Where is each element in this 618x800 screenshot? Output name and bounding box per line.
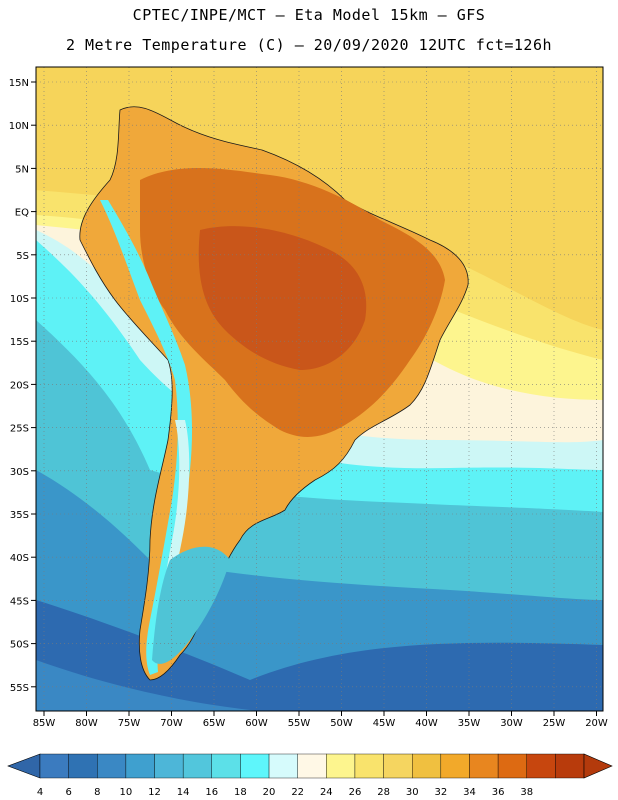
colorbar-tick-label: 6 <box>65 787 71 798</box>
lon-tick-label: 80W <box>75 718 98 729</box>
lon-tick-label: 35W <box>458 718 481 729</box>
colorbar-tick-label: 20 <box>263 787 276 798</box>
colorbar-tick-label: 26 <box>349 787 362 798</box>
colorbar-swatch <box>354 753 384 779</box>
lon-tick-label: 75W <box>118 718 141 729</box>
lat-tick-label: 5S <box>16 251 29 262</box>
lat-tick-label: 5N <box>15 164 29 175</box>
lat-tick-label: 30S <box>10 467 29 478</box>
plot-frame <box>35 66 604 712</box>
colorbar-swatch <box>297 753 327 779</box>
colorbar-tick-label: 24 <box>320 787 333 798</box>
lon-tick-label: 85W <box>33 718 56 729</box>
lon-tick-label: 25W <box>543 718 566 729</box>
colorbar-swatch <box>97 753 127 779</box>
lat-tick-label: 40S <box>10 553 29 564</box>
colorbar-swatch <box>526 753 556 779</box>
map-title-line-1: CPTEC/INPE/MCT – Eta Model 15km – GFS <box>132 6 486 24</box>
lat-tick-label: 45S <box>10 596 29 607</box>
lat-tick-label: 10N <box>9 121 29 132</box>
lat-tick-label: 35S <box>10 510 29 521</box>
colorbar-tick-label: 36 <box>492 787 505 798</box>
lon-tick-label: 55W <box>288 718 311 729</box>
colorbar-tick-label: 16 <box>205 787 218 798</box>
map-title-line-2: 2 Metre Temperature (C) – 20/09/2020 12U… <box>65 36 553 54</box>
colorbar-swatch <box>469 753 499 779</box>
colorbar-swatch <box>154 753 184 779</box>
lon-tick-label: 40W <box>415 718 438 729</box>
colorbar: 4 6 8 10 12 14 16 18 20 22 24 26 28 30 32 34 36 38 <box>7 753 613 798</box>
colorbar-swatch <box>497 753 527 779</box>
colorbar-swatch <box>125 753 155 779</box>
lon-tick-label: 60W <box>245 718 268 729</box>
lon-tick-label: 65W <box>203 718 226 729</box>
lon-tick-label: 45W <box>373 718 396 729</box>
colorbar-swatch <box>211 753 241 779</box>
latitude-labels: 15N 10N 5N EQ 5S 10S 15S 20S 25S 30S 35S 40S 45S 50S 5… <box>9 78 36 694</box>
colorbar-swatch <box>39 753 69 779</box>
lon-tick-label: 30W <box>500 718 523 729</box>
lat-tick-label: 15N <box>9 78 29 89</box>
colorbar-swatch <box>68 753 98 779</box>
colorbar-tick-label: 18 <box>234 787 247 798</box>
longitude-labels: 85W 80W 75W 70W 65W 60W 55W 50W 45W 40W 35W 30W 25W 2… <box>33 711 608 729</box>
colorbar-swatch <box>555 753 585 779</box>
colorbar-tick-label: 8 <box>94 787 100 798</box>
lon-tick-label: 50W <box>330 718 353 729</box>
colorbar-tick-label: 38 <box>520 787 533 798</box>
colorbar-swatch <box>440 753 470 779</box>
colorbar-swatch <box>182 753 212 779</box>
colorbar-under-arrow <box>7 753 41 779</box>
colorbar-tick-label: 32 <box>434 787 447 798</box>
lat-tick-label: 55S <box>10 683 29 694</box>
lat-tick-label: 10S <box>10 294 29 305</box>
ocean-deep-band <box>36 600 603 711</box>
colorbar-over-arrow <box>583 753 613 779</box>
lat-tick-label: 20S <box>10 380 29 391</box>
colorbar-swatch <box>383 753 413 779</box>
graticule <box>36 67 603 711</box>
colorbar-tick-label: 34 <box>463 787 476 798</box>
lat-tick-label: 25S <box>10 424 29 435</box>
lon-tick-label: 20W <box>585 718 608 729</box>
colorbar-tick-label: 22 <box>291 787 304 798</box>
colorbar-tick-label: 28 <box>377 787 390 798</box>
colorbar-swatch <box>268 753 298 779</box>
lon-tick-label: 70W <box>160 718 183 729</box>
patagonia-cool-region <box>152 546 230 664</box>
lat-tick-label: 50S <box>10 640 29 651</box>
colorbar-tick-label: 10 <box>120 787 133 798</box>
lat-tick-label: EQ <box>15 208 29 219</box>
colorbar-tick-label: 30 <box>406 787 419 798</box>
colorbar-swatch <box>412 753 442 779</box>
ocean-field <box>36 67 603 711</box>
colorbar-tick-label: 12 <box>148 787 161 798</box>
colorbar-tick-label: 4 <box>37 787 43 798</box>
colorbar-swatch <box>240 753 270 779</box>
colorbar-tick-label: 14 <box>177 787 190 798</box>
lat-tick-label: 15S <box>10 337 29 348</box>
colorbar-swatch <box>326 753 356 779</box>
land-hottest-region <box>198 226 367 370</box>
